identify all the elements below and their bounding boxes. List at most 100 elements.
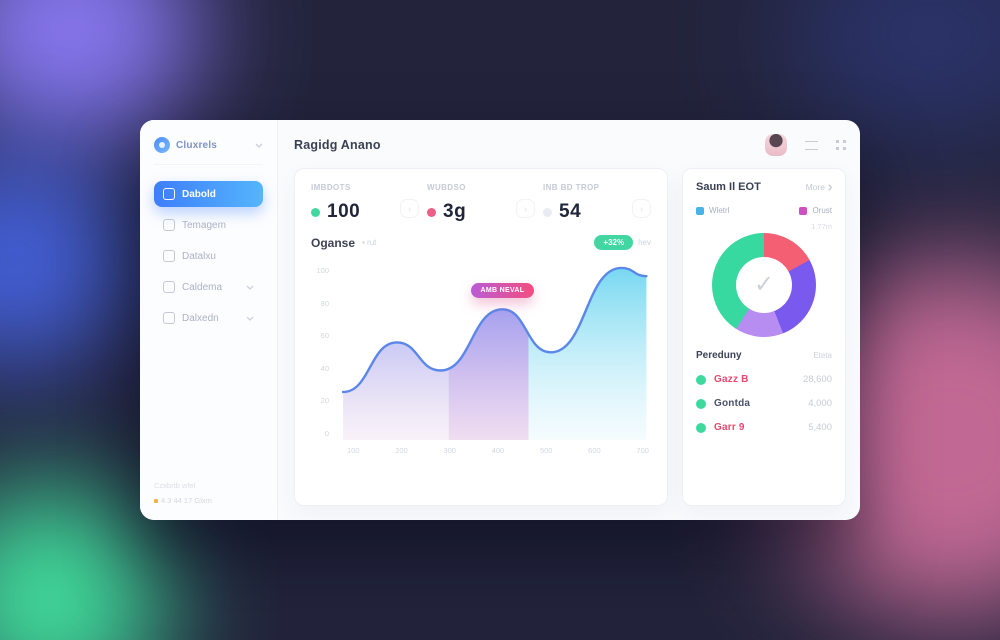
datasets-icon bbox=[163, 312, 175, 324]
chart-subtitle: • rut bbox=[362, 238, 377, 247]
donut-legend: Wletrl Orust bbox=[696, 206, 832, 215]
sidebar-item-stats[interactable]: Datalxu bbox=[154, 243, 263, 269]
sidebar-footer-line2: 4.3 44 17 Glxm bbox=[154, 493, 263, 508]
x-tick: 100 bbox=[347, 446, 360, 455]
sidebar-item-label: Caldema bbox=[182, 281, 223, 293]
stat-label: IMBDOTS bbox=[311, 183, 351, 192]
stat-total: IMBDOTS 100 bbox=[311, 183, 400, 223]
y-axis: 100 80 60 40 20 0 bbox=[311, 266, 329, 438]
x-tick: 500 bbox=[539, 446, 553, 455]
status-dot-icon bbox=[154, 498, 158, 503]
x-tick: 700 bbox=[636, 446, 649, 455]
summary-header: Saum Il EOT More bbox=[696, 181, 832, 193]
green-dot-icon bbox=[696, 422, 706, 433]
chart-title: Oganse bbox=[311, 235, 356, 250]
stat-action-button[interactable]: › bbox=[516, 199, 535, 218]
chevron-right-icon bbox=[828, 183, 832, 191]
dashboard-window: Cluxrels Dabold Temagem Datalxu Caldema bbox=[140, 120, 860, 520]
background-blob-blue bbox=[0, 150, 130, 370]
y-tick: 0 bbox=[324, 428, 329, 438]
list-item-value: 28,600 bbox=[802, 374, 832, 385]
list-header: Pereduny Eteta bbox=[696, 350, 832, 361]
chevron-down-icon bbox=[255, 143, 263, 148]
sidebar-item-label: Temagem bbox=[182, 219, 226, 231]
check-icon: ✓ bbox=[753, 271, 775, 298]
chevron-down-icon bbox=[246, 316, 254, 321]
legend-item-blue[interactable]: Wletrl bbox=[696, 206, 729, 215]
list-item[interactable]: Gazz B 28,600 bbox=[696, 374, 832, 385]
stat-secondary: WUBDSO 3g bbox=[427, 183, 516, 223]
line-area-plot bbox=[341, 266, 648, 440]
stat-value: 3g bbox=[443, 201, 467, 222]
topbar: Ragidg Anano bbox=[294, 130, 846, 160]
logo-icon bbox=[154, 137, 170, 153]
y-tick: 20 bbox=[320, 396, 329, 406]
x-tick: 400 bbox=[491, 446, 505, 455]
stat-label: INB BD TROP bbox=[543, 183, 600, 192]
sidebar-item-label: Dalxedn bbox=[182, 312, 219, 324]
growth-badge: +32% bbox=[594, 235, 634, 250]
stat-action-button[interactable]: › bbox=[400, 199, 419, 218]
content: IMBDOTS 100 › WUBDSO 3g › bbox=[294, 168, 846, 506]
page-title: Ragidg Anano bbox=[294, 138, 381, 152]
y-tick: 60 bbox=[320, 331, 329, 341]
stat-dot-gray bbox=[543, 207, 552, 217]
list-item-label: Garr 9 bbox=[714, 422, 745, 433]
summary-title: Saum Il EOT bbox=[696, 181, 761, 193]
green-dot-icon bbox=[696, 374, 706, 385]
legend-swatch-icon bbox=[799, 206, 808, 215]
list-item-value: 5,400 bbox=[808, 422, 832, 433]
y-tick: 40 bbox=[320, 363, 329, 373]
summary-panel: Saum Il EOT More Wletrl Orust bbox=[682, 168, 846, 506]
sidebar-nav: Dabold Temagem Datalxu Caldema Dalxedn bbox=[154, 181, 263, 331]
legend-swatch-icon bbox=[696, 206, 704, 215]
topbar-actions bbox=[765, 134, 846, 156]
list-header-right: Eteta bbox=[813, 351, 832, 360]
y-tick: 80 bbox=[320, 298, 329, 308]
chevron-down-icon bbox=[246, 285, 254, 290]
stat-label: WUBDSO bbox=[427, 183, 466, 192]
sidebar-item-messages[interactable]: Temagem bbox=[154, 212, 263, 238]
avatar[interactable] bbox=[765, 134, 787, 156]
sidebar-item-label: Dabold bbox=[182, 188, 216, 200]
sidebar-item-datasets[interactable]: Dalxedn bbox=[154, 305, 263, 331]
x-tick: 300 bbox=[443, 446, 456, 455]
chart-panel: IMBDOTS 100 › WUBDSO 3g › bbox=[294, 168, 668, 506]
stat-action-button[interactable]: › bbox=[632, 199, 651, 218]
stats-row: IMBDOTS 100 › WUBDSO 3g › bbox=[311, 183, 651, 223]
x-tick: 600 bbox=[588, 446, 601, 455]
donut-hole: ✓ bbox=[736, 257, 792, 313]
more-link[interactable]: More bbox=[806, 182, 832, 192]
stat-value: 100 bbox=[327, 201, 361, 222]
donut-note: 1.77m bbox=[811, 222, 832, 231]
list-item[interactable]: Gontda 4,000 bbox=[696, 398, 832, 409]
legend-item-magenta[interactable]: Orust bbox=[799, 206, 832, 215]
green-dot-icon bbox=[696, 398, 706, 409]
list-item-value: 4,000 bbox=[808, 398, 832, 409]
list-item-label: Gontda bbox=[714, 398, 751, 409]
stat-dot-green bbox=[311, 207, 320, 217]
stat-dot-pink bbox=[427, 207, 436, 217]
stat-value: 54 bbox=[559, 201, 582, 222]
menu-icon[interactable] bbox=[805, 140, 818, 150]
x-axis: 100 200 300 400 500 600 700 bbox=[337, 446, 653, 455]
list-item[interactable]: Garr 9 5,400 bbox=[696, 422, 832, 433]
stats-icon bbox=[163, 250, 175, 262]
badge-suffix: hev bbox=[638, 238, 651, 247]
logo[interactable]: Cluxrels bbox=[154, 132, 263, 165]
grid-icon[interactable] bbox=[836, 140, 846, 150]
summary-list: Pereduny Eteta Gazz B 28,600 Gontda 4,00… bbox=[696, 350, 832, 433]
sidebar-item-dashboard[interactable]: Dabold bbox=[154, 181, 263, 207]
list-item-label: Gazz B bbox=[714, 374, 749, 385]
donut-wrap: ✓ bbox=[696, 233, 832, 337]
donut-chart: ✓ bbox=[712, 233, 816, 337]
dashboard-icon bbox=[163, 188, 175, 200]
stat-tertiary: INB BD TROP 54 bbox=[543, 183, 632, 223]
calendar-icon bbox=[163, 281, 175, 293]
messages-icon bbox=[163, 219, 175, 231]
background-blob-navy bbox=[790, 0, 1000, 140]
chart-header: Oganse • rut +32% hev bbox=[311, 235, 651, 250]
logo-text: Cluxrels bbox=[176, 139, 218, 151]
sidebar-footer-line1: Czxbrtb wfel bbox=[154, 481, 196, 490]
sidebar-item-calendar[interactable]: Caldema bbox=[154, 274, 263, 300]
